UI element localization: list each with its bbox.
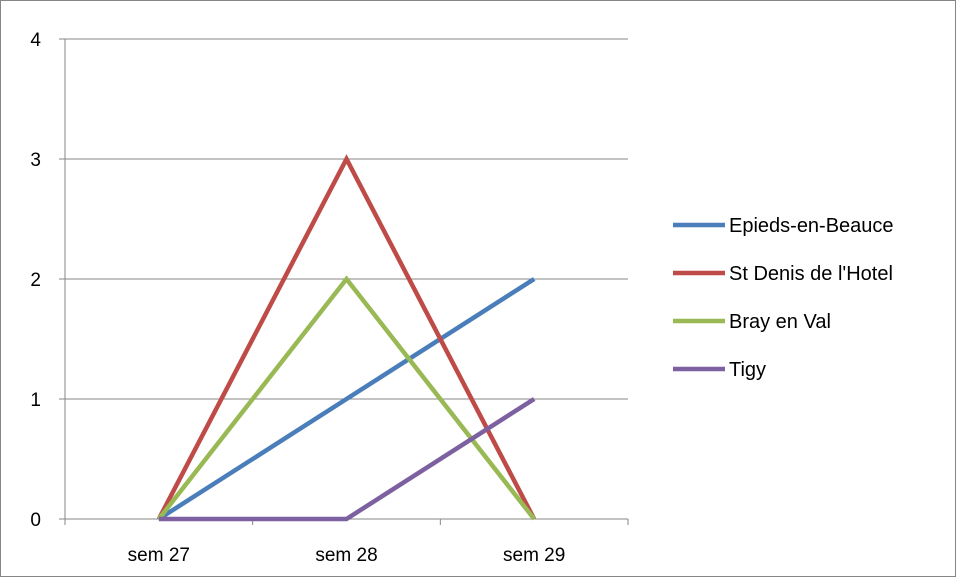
gridlines [65, 38, 628, 400]
legend-label: Epieds-en-Beauce [729, 215, 894, 237]
x-tick-label: sem 27 [128, 545, 190, 566]
y-tick-label: 0 [30, 510, 41, 531]
tick-labels: 0 1 2 3 4 sem 27 sem 28 sem 29 [30, 30, 565, 566]
series-line-1 [157, 277, 536, 521]
legend-label: Bray en Val [729, 311, 831, 333]
legend-label: St Denis de l'Hotel [729, 263, 893, 285]
y-tick-label: 4 [30, 30, 41, 51]
x-tick-label: sem 29 [503, 545, 565, 566]
x-tick-label: sem 28 [315, 545, 377, 566]
series-lines [156, 154, 537, 522]
y-tick-label: 2 [30, 270, 41, 291]
series-line-2 [156, 154, 537, 521]
legend: Epieds-en-Beauce St Denis de l'Hotel Bray … [673, 215, 894, 381]
y-tick-label: 3 [30, 150, 41, 171]
y-tick-label: 1 [30, 390, 41, 411]
legend-label: Tigy [729, 359, 766, 381]
series-line-4 [158, 397, 536, 522]
